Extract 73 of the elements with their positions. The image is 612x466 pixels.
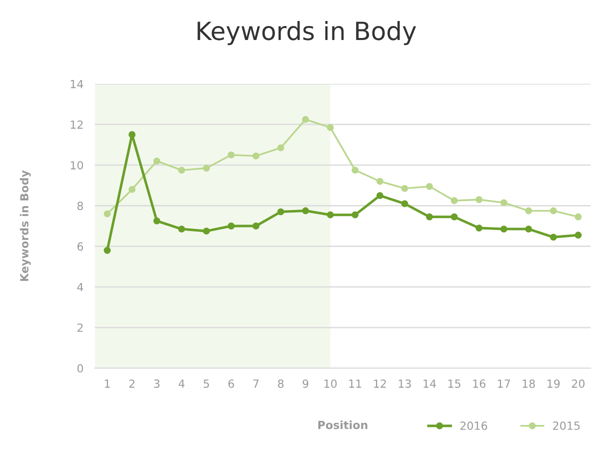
point <box>104 246 111 254</box>
x-tick-label: 1 <box>104 380 110 388</box>
x-tick-label: 9 <box>302 379 308 388</box>
x-tick-label: 13 <box>398 379 411 388</box>
point <box>476 196 483 204</box>
point <box>476 224 483 232</box>
point <box>550 207 557 214</box>
x-tick-label: 7 <box>253 380 259 388</box>
legend-label: 2015 <box>553 421 580 430</box>
point <box>525 226 532 233</box>
point <box>252 222 260 230</box>
x-tick-label: 19 <box>548 379 560 388</box>
point <box>252 152 260 160</box>
point <box>376 178 384 185</box>
point <box>128 186 136 193</box>
y-tick-label: 12 <box>70 120 83 129</box>
point <box>228 222 235 230</box>
point <box>104 210 111 218</box>
x-axis-title: Position <box>318 420 368 430</box>
point <box>228 151 235 158</box>
point <box>326 124 334 132</box>
y-axis-title: Keywords in Body <box>20 170 31 281</box>
point <box>401 184 408 192</box>
point <box>352 211 359 218</box>
y-tick-label: 2 <box>77 324 83 332</box>
y-tick-label: 14 <box>70 80 84 88</box>
point <box>277 208 284 216</box>
x-tick-label: 20 <box>572 379 585 388</box>
point <box>178 226 186 233</box>
point <box>376 192 384 200</box>
y-tick-label: 4 <box>77 283 84 292</box>
x-tick-label: 11 <box>349 380 362 388</box>
point <box>302 207 310 214</box>
x-tick-label: 12 <box>374 379 386 388</box>
x-tick-label: 18 <box>522 379 535 388</box>
point <box>574 213 582 220</box>
point <box>302 116 310 123</box>
point <box>450 213 458 220</box>
point <box>352 166 359 174</box>
chart-title: Keywords in Body <box>198 20 416 46</box>
point <box>401 200 408 208</box>
point <box>277 144 284 152</box>
point <box>500 226 508 233</box>
point <box>500 199 508 206</box>
x-tick-label: 5 <box>204 380 209 388</box>
point <box>574 232 582 239</box>
x-tick-label: 6 <box>228 379 234 388</box>
point <box>450 197 458 204</box>
x-tick-label: 17 <box>498 380 510 388</box>
point <box>426 182 433 190</box>
y-tick-label: 10 <box>70 161 84 170</box>
point <box>202 228 210 235</box>
x-tick-label: 8 <box>278 379 284 388</box>
legend-label: 2016 <box>460 421 488 430</box>
x-tick-label: 16 <box>473 379 486 388</box>
point <box>202 164 210 172</box>
point <box>426 213 433 220</box>
y-tick-label: 0 <box>77 364 84 373</box>
point <box>153 158 160 165</box>
point <box>525 207 532 214</box>
x-tick-label: 10 <box>324 379 337 388</box>
x-tick-label: 2 <box>129 379 134 388</box>
point <box>178 166 186 174</box>
x-tick-label: 3 <box>154 379 160 388</box>
x-tick-label: 4 <box>178 380 185 388</box>
x-tick-label: 15 <box>448 380 460 388</box>
point <box>128 131 136 138</box>
point <box>153 217 160 224</box>
x-tick-label: 14 <box>424 380 436 388</box>
y-tick-label: 8 <box>77 202 83 210</box>
point <box>550 234 557 241</box>
point <box>326 211 334 218</box>
y-tick-label: 6 <box>77 242 84 251</box>
